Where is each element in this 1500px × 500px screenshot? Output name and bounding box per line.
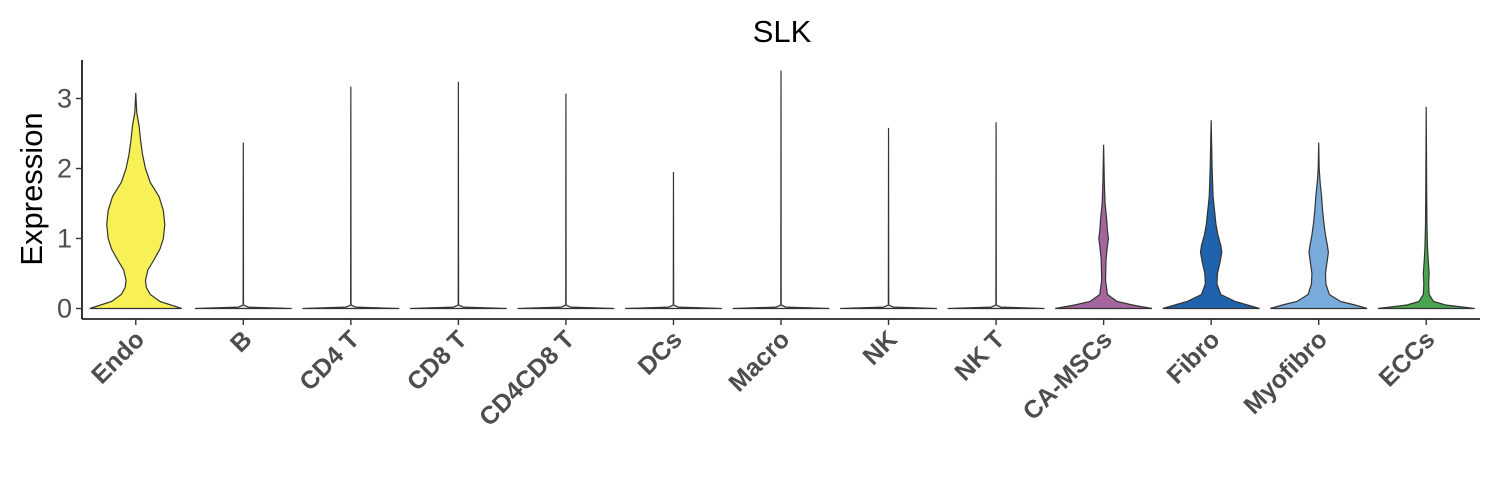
violin-endo <box>89 92 182 310</box>
x-tick-label-nk: NK <box>857 325 902 370</box>
violin-cd4cd8-t <box>517 93 615 310</box>
x-tick-label-eccs: ECCs <box>1374 325 1441 392</box>
x-tick-label-cd8-t: CD8 T <box>402 325 473 396</box>
violin-b <box>194 142 292 310</box>
violin-nk <box>840 127 937 310</box>
x-tick-label-cd4cd8-t: CD4CD8 T <box>474 325 580 431</box>
violin-eccs <box>1377 106 1475 310</box>
x-tick-label-fibro: Fibro <box>1161 325 1225 389</box>
x-tick-label-cd4-t: CD4 T <box>294 325 365 396</box>
x-tick-label-myofibro: Myofibro <box>1239 325 1333 419</box>
x-tick-label-b: B <box>225 325 258 358</box>
violin-cd8-t <box>409 81 507 310</box>
violin-group <box>89 70 1475 310</box>
y-tick-label-3: 3 <box>57 84 72 114</box>
x-tick-label-macro: Macro <box>723 325 795 397</box>
chart-title: SLK <box>753 14 812 49</box>
y-tick-label-2: 2 <box>57 154 72 184</box>
y-axis-label: Expression <box>14 112 49 265</box>
x-tick-label-dcs: DCs <box>633 325 688 380</box>
y-tick-label-0: 0 <box>57 294 72 324</box>
violin-ca-mscs <box>1055 144 1153 310</box>
violin-cd4-t <box>302 86 400 310</box>
x-tick-label-ca-mscs: CA-MSCs <box>1018 325 1118 425</box>
x-tick-label-endo: Endo <box>86 325 150 389</box>
violin-fibro <box>1162 120 1260 310</box>
violin-macro <box>732 70 830 310</box>
x-tick-label-nk-t: NK T <box>949 325 1010 386</box>
violin-myofibro <box>1270 142 1368 310</box>
y-tick-label-1: 1 <box>57 224 72 254</box>
violin-dcs <box>625 171 722 310</box>
violin-nk-t <box>947 122 1045 310</box>
y-axis: 0 1 2 3 <box>57 60 83 324</box>
x-axis: Endo B CD4 T CD8 T CD4CD8 T DCs Macro NK NK T CA-… <box>82 318 1480 432</box>
